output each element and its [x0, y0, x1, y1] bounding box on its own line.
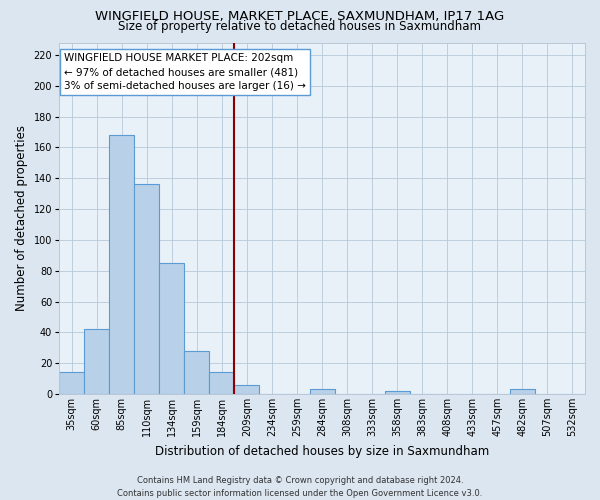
Y-axis label: Number of detached properties: Number of detached properties	[15, 126, 28, 312]
Bar	[209, 372, 235, 394]
Bar	[184, 351, 209, 394]
Bar	[84, 330, 109, 394]
Bar	[109, 135, 134, 394]
Bar	[59, 372, 84, 394]
Bar	[510, 390, 535, 394]
Bar	[310, 390, 335, 394]
Text: Contains HM Land Registry data © Crown copyright and database right 2024.
Contai: Contains HM Land Registry data © Crown c…	[118, 476, 482, 498]
Text: WINGFIELD HOUSE, MARKET PLACE, SAXMUNDHAM, IP17 1AG: WINGFIELD HOUSE, MARKET PLACE, SAXMUNDHA…	[95, 10, 505, 23]
Text: WINGFIELD HOUSE MARKET PLACE: 202sqm
← 97% of detached houses are smaller (481)
: WINGFIELD HOUSE MARKET PLACE: 202sqm ← 9…	[64, 53, 306, 91]
Bar	[134, 184, 159, 394]
Text: Size of property relative to detached houses in Saxmundham: Size of property relative to detached ho…	[119, 20, 482, 33]
Bar	[385, 391, 410, 394]
Bar	[159, 263, 184, 394]
Bar	[235, 385, 259, 394]
X-axis label: Distribution of detached houses by size in Saxmundham: Distribution of detached houses by size …	[155, 444, 489, 458]
